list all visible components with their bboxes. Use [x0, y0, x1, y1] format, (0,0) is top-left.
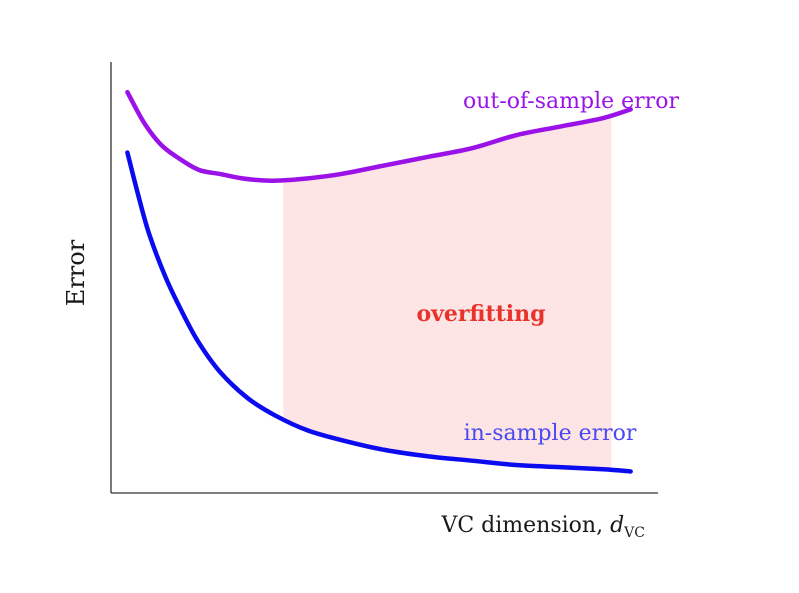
- in-sample-error-label: in-sample error: [464, 421, 637, 446]
- axes-group: [110, 62, 658, 494]
- overfitting-region-group: [283, 115, 612, 470]
- overfitting-shaded-region: [283, 115, 612, 470]
- x-axis-label-var: d: [610, 513, 624, 538]
- y-axis-label: Error: [62, 239, 90, 306]
- out-of-sample-error-curve: [125, 89, 633, 184]
- x-axis-label-main: VC dimension,: [440, 513, 610, 538]
- labels-group: Error VC dimension, dVC out-of-sample er…: [62, 89, 679, 541]
- series-group: [125, 89, 633, 474]
- out-of-sample-error-label: out-of-sample error: [463, 89, 679, 114]
- in-sample-error-curve: [125, 150, 633, 474]
- overfitting-label: overfitting: [416, 301, 545, 327]
- x-axis-label: VC dimension, dVC: [440, 513, 645, 541]
- x-axis-label-sub: VC: [623, 525, 645, 541]
